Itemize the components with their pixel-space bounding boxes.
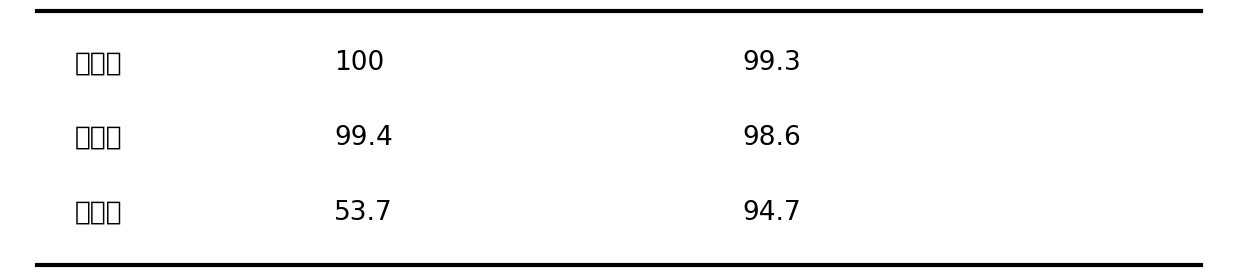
Text: 分子筛: 分子筛: [74, 125, 121, 151]
Text: 活性炭: 活性炭: [74, 51, 121, 76]
Text: 53.7: 53.7: [334, 200, 392, 225]
Text: 99.4: 99.4: [334, 125, 392, 151]
Text: 99.3: 99.3: [743, 51, 801, 76]
Text: 100: 100: [334, 51, 385, 76]
Text: 氧化馒: 氧化馒: [74, 200, 121, 225]
Text: 98.6: 98.6: [743, 125, 801, 151]
Text: 94.7: 94.7: [743, 200, 801, 225]
